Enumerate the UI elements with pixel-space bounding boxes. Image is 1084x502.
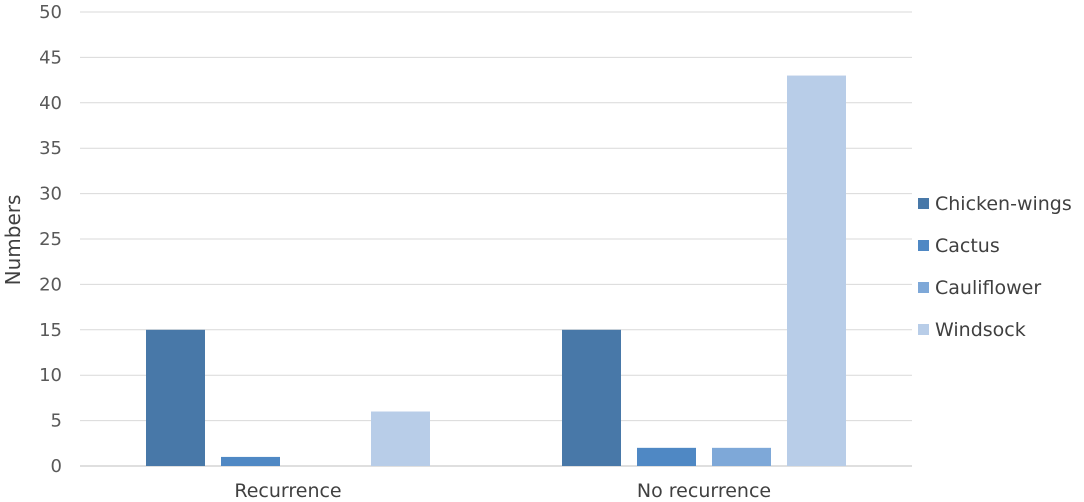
y-tick-label: 40	[39, 93, 62, 114]
bar-cactus-no-recurrence	[637, 447, 696, 466]
bar-windsock-no-recurrence	[787, 75, 846, 466]
y-tick-label: 15	[39, 320, 62, 341]
x-category-label: Recurrence	[234, 480, 341, 502]
y-tick-label: 25	[39, 229, 62, 250]
y-tick-label: 30	[39, 184, 62, 205]
y-tick-label: 10	[39, 365, 62, 386]
y-tick-label: 0	[51, 456, 62, 477]
y-tick-label: 5	[51, 411, 62, 432]
bar-chicken-wings-recurrence	[146, 329, 205, 466]
legend-label: Chicken-wings	[935, 193, 1072, 215]
legend-label: Windsock	[935, 319, 1026, 341]
y-axis-ticks: 0 5 10 15 20 25 30 35 40 45 50	[39, 2, 62, 477]
legend-swatch	[918, 240, 929, 251]
bars	[146, 75, 846, 466]
legend: Chicken-wings Cactus Cauliflower Windsock	[918, 193, 1072, 341]
bar-windsock-recurrence	[371, 411, 430, 466]
y-tick-label: 50	[39, 2, 62, 23]
legend-swatch	[918, 324, 929, 335]
x-category-label: No recurrence	[637, 480, 771, 502]
y-tick-label: 45	[39, 47, 62, 68]
legend-swatch	[918, 282, 929, 293]
bar-cauliflower-no-recurrence	[712, 447, 771, 466]
y-tick-label: 20	[39, 274, 62, 295]
legend-label: Cauliflower	[935, 277, 1041, 299]
gridlines	[80, 11, 912, 467]
bar-chicken-wings-no-recurrence	[562, 329, 621, 466]
y-axis-title: Numbers	[1, 195, 25, 286]
legend-label: Cactus	[935, 235, 1000, 257]
legend-swatch	[918, 198, 929, 209]
x-axis-categories: Recurrence No recurrence	[234, 480, 771, 502]
y-tick-label: 35	[39, 138, 62, 159]
bar-cactus-recurrence	[221, 456, 280, 466]
